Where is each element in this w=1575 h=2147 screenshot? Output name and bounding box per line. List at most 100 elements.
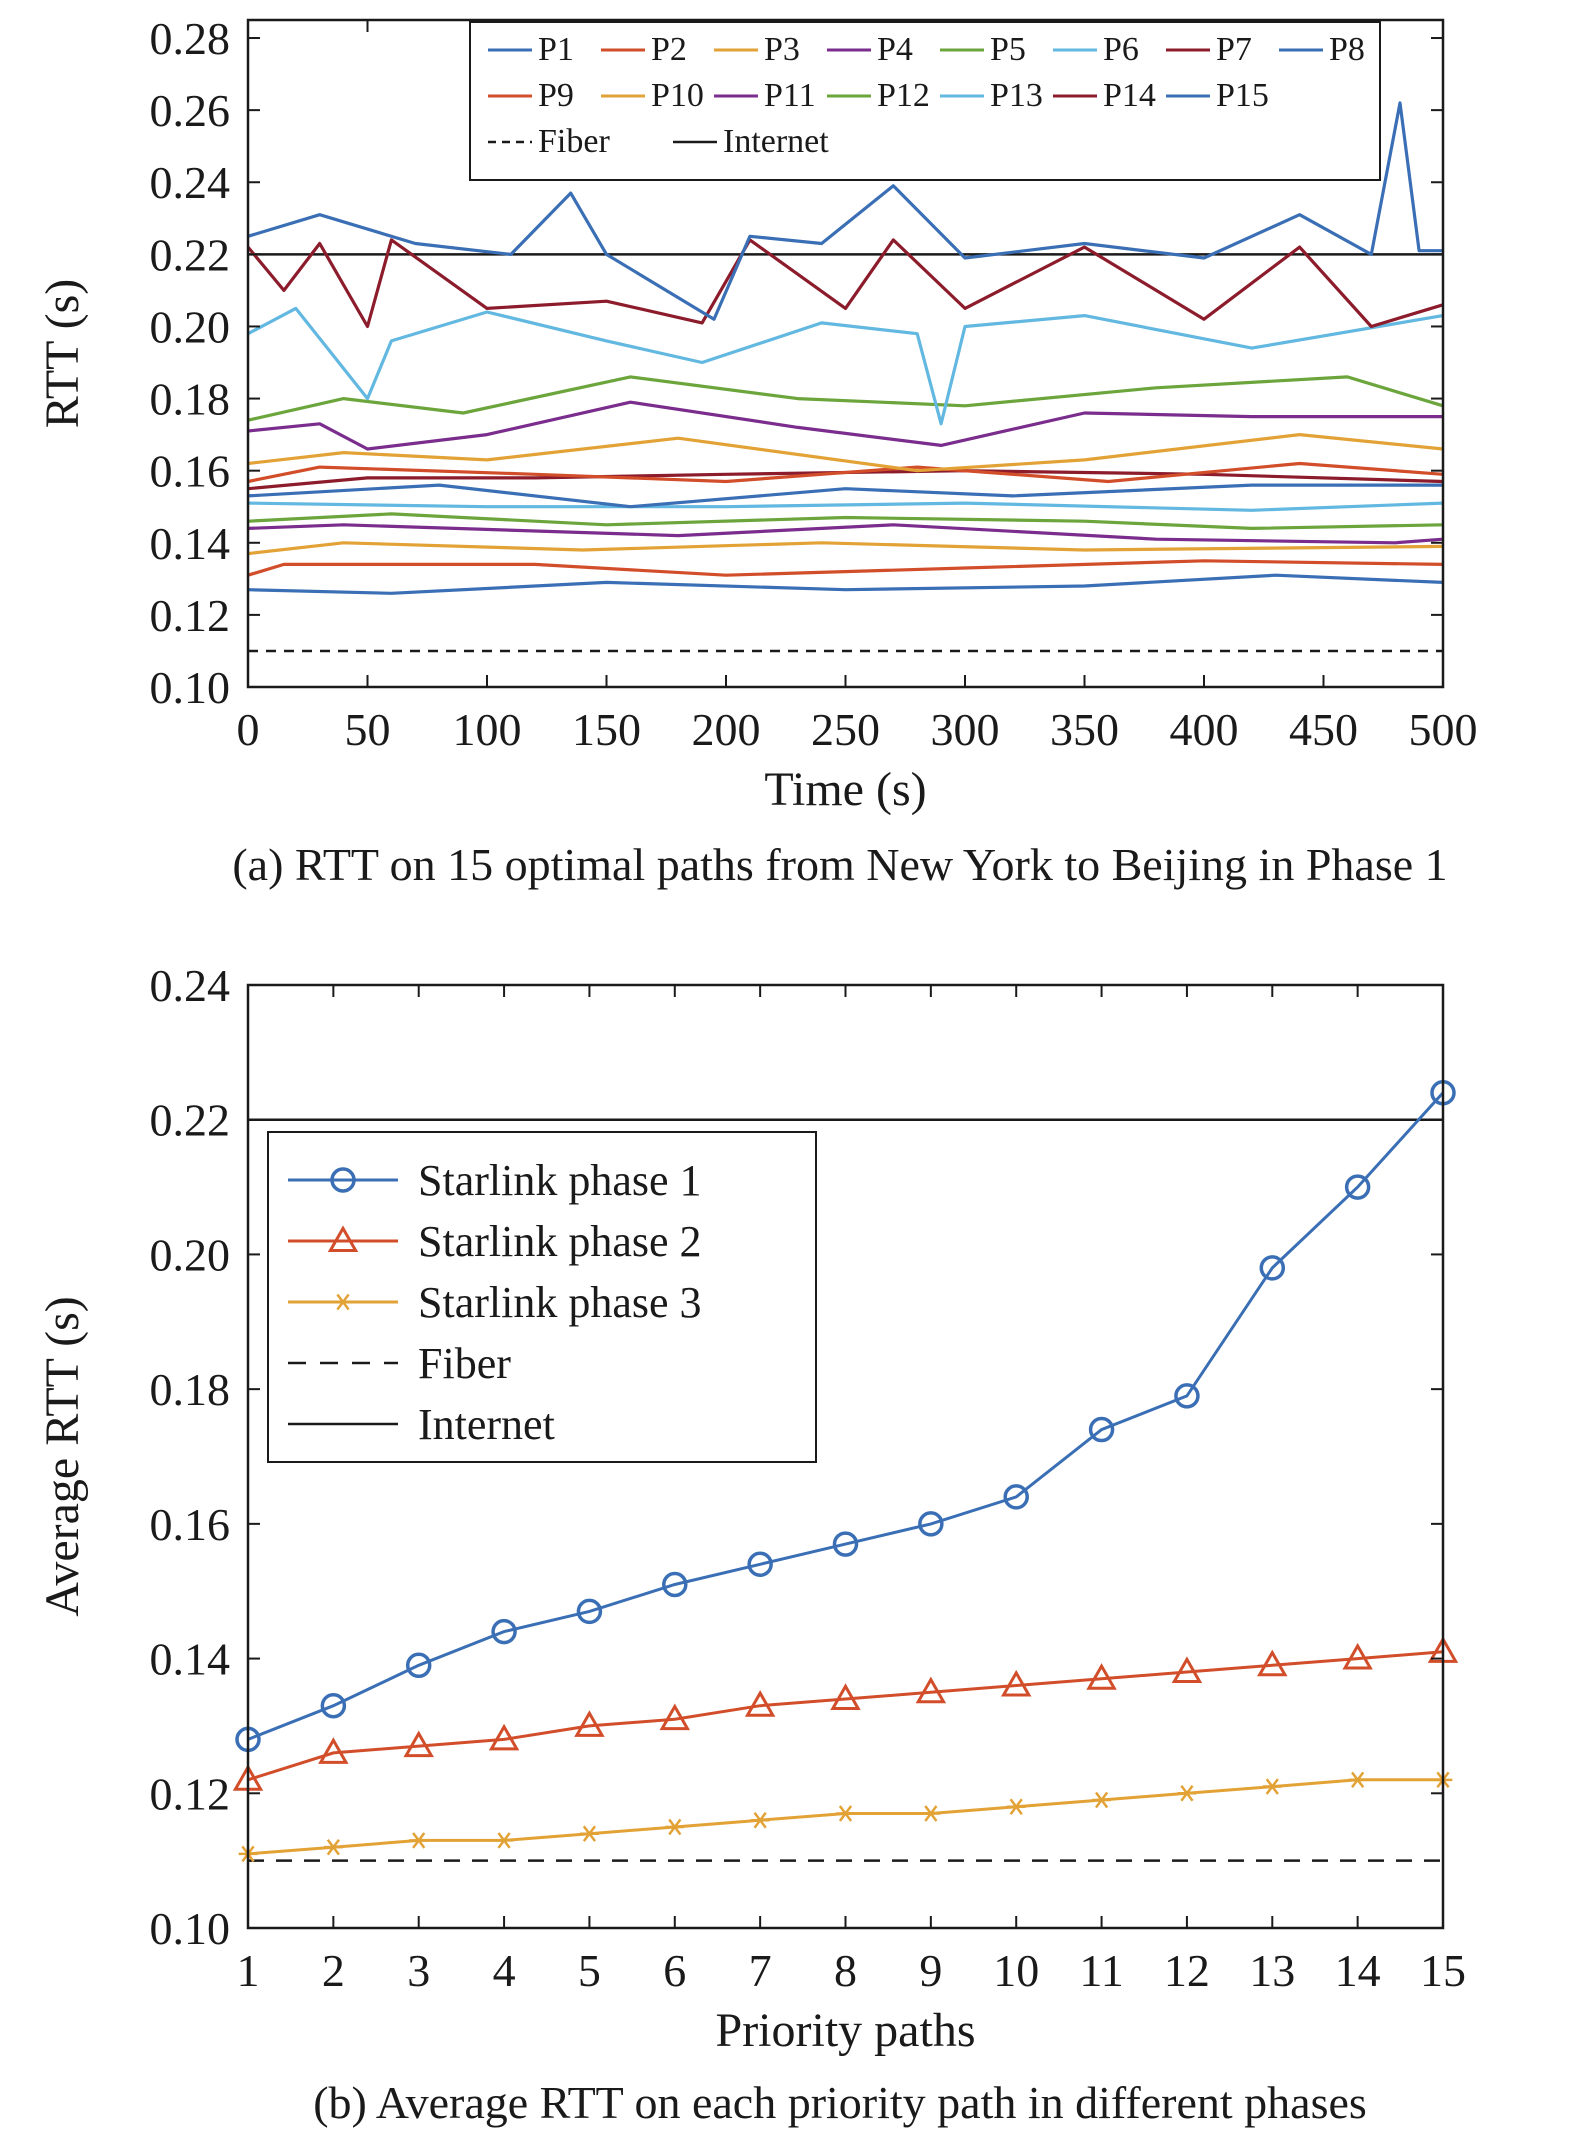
data-point-starlink-phase-1: [405, 1652, 432, 1679]
chart-b-average-rtt: 1 2 3 4 5 6 7 8 9 10 11 12 13 14 150.100.120.140.160.1…: [36, 960, 1466, 2128]
chart-b-axes: [248, 1118, 1443, 1862]
series-line-p9: [247, 461, 1444, 484]
data-point-starlink-phase-3-stroke: [1265, 1778, 1279, 1795]
y-tick-label: 0.10: [150, 662, 231, 713]
data-point-starlink-phase-3: [1348, 1771, 1367, 1789]
legend-label-p7: P7: [1216, 31, 1252, 68]
x-tick-label: 7: [749, 1945, 772, 1996]
legend-marker-starlink-phase-3-stroke: [336, 1293, 350, 1311]
data-point-starlink-phase-1: [320, 1692, 347, 1719]
chart-b-legend: Starlink phase 1 Starlink phase 2 Starlink…: [267, 1131, 817, 1463]
y-tick-label: 0.20: [150, 1229, 231, 1280]
y-tick-label: 0.12: [150, 590, 231, 641]
data-point-starlink-phase-3: [1177, 1785, 1197, 1802]
legend-label-p2: P2: [651, 31, 687, 68]
data-point-starlink-phase-2: [830, 1683, 861, 1710]
x-tick-label: 400: [1170, 704, 1239, 755]
data-point-starlink-phase-1: [576, 1598, 603, 1625]
y-tick-label: 0.28: [150, 13, 231, 64]
x-tick-label: 6: [663, 1945, 686, 1996]
chart-b-x-axis-label: Priority paths: [716, 2004, 976, 2057]
legend-marker-starlink-phase-3: [333, 1293, 353, 1311]
x-tick-label: 1: [237, 1945, 260, 1996]
data-point-starlink-phase-3: [494, 1832, 514, 1849]
y-tick-label: 0.16: [150, 446, 231, 497]
y-tick-label: 0.24: [150, 157, 231, 208]
chart-a-x-axis-label: Time (s): [764, 763, 926, 816]
data-point-starlink-phase-3-stroke: [1009, 1798, 1023, 1815]
x-tick-label: 2: [322, 1945, 345, 1996]
legend-label-p13: P13: [990, 77, 1043, 114]
x-tick-label: 250: [811, 704, 880, 755]
data-point-starlink-phase-2: [1171, 1656, 1203, 1684]
data-point-starlink-phase-2: [1000, 1669, 1032, 1697]
data-point-starlink-phase-1: [1174, 1383, 1200, 1409]
legend-label-p1: P1: [538, 31, 574, 68]
x-tick-label: 350: [1050, 704, 1119, 755]
series-line-p11: [247, 400, 1443, 451]
y-tick-label: 0.20: [150, 301, 231, 352]
legend-label-p11: P11: [764, 77, 816, 114]
series-line-p1: [247, 573, 1444, 595]
legend-marker-starlink-phase-1: [330, 1167, 356, 1193]
data-point-starlink-phase-2: [659, 1703, 691, 1731]
data-point-starlink-phase-1: [491, 1618, 517, 1645]
y-tick-label: 0.18: [150, 374, 231, 425]
x-tick-label: 3: [407, 1945, 430, 1996]
x-tick-label: 10: [993, 1945, 1039, 1996]
data-point-starlink-phase-3: [836, 1805, 855, 1822]
y-tick-label: 0.14: [150, 518, 231, 569]
legend-label-starlink-phase-3: Starlink phase 3: [418, 1278, 702, 1327]
x-tick-label: 0: [237, 704, 260, 755]
x-tick-label: 100: [453, 704, 522, 755]
chart-b-frame: [246, 983, 1445, 1930]
data-point-starlink-phase-3-stroke: [668, 1818, 682, 1836]
series-line-p5: [247, 512, 1444, 531]
x-tick-label: 300: [931, 704, 1000, 755]
data-point-starlink-phase-3: [409, 1832, 429, 1849]
legend-label-fiber: Fiber: [418, 1339, 511, 1388]
series-line-p7: [247, 469, 1444, 491]
legend-label-p12: P12: [877, 77, 930, 114]
x-tick-label: 150: [572, 704, 641, 755]
legend-label-internet: Internet: [418, 1400, 555, 1449]
x-tick-label: 9: [919, 1945, 942, 1996]
data-point-starlink-phase-3-stroke: [412, 1832, 426, 1849]
chart-a-y-axis-label: RTT (s): [36, 279, 89, 429]
data-point-starlink-phase-2: [318, 1737, 349, 1764]
data-point-starlink-phase-3-stroke: [753, 1811, 767, 1829]
data-point-starlink-phase-2: [403, 1730, 434, 1758]
legend-label-p4: P4: [877, 31, 913, 68]
series-line-starlink-phase-2: [247, 1650, 1444, 1782]
series-line-p12: [247, 375, 1444, 422]
x-tick-label: 50: [345, 704, 391, 755]
data-point-starlink-phase-3-stroke: [326, 1838, 340, 1856]
y-tick-label: 0.26: [150, 85, 231, 136]
chart-b-ticks: 1 2 3 4 5 6 7 8 9 10 11 12 13 14 150.100.120.140.160.1…: [150, 960, 1467, 1996]
data-point-starlink-phase-1: [662, 1571, 688, 1598]
data-point-starlink-phase-3-stroke: [497, 1832, 511, 1849]
data-point-starlink-phase-1: [1259, 1255, 1286, 1281]
chart-a-rtt-per-path: 0 50 100 150 200 250 300 350 400 450 500 0.10 0.12 0.…: [36, 13, 1478, 890]
y-tick-label: 0.18: [150, 1364, 231, 1415]
chart-b-series: [232, 1080, 1459, 1863]
data-point-starlink-phase-1: [918, 1511, 944, 1537]
series-line-p15: [247, 101, 1443, 321]
legend-label-p6: P6: [1103, 31, 1139, 68]
data-point-starlink-phase-3: [324, 1838, 343, 1856]
y-tick-label: 0.12: [150, 1768, 231, 1819]
data-point-starlink-phase-2: [1257, 1649, 1288, 1677]
data-point-starlink-phase-2: [574, 1710, 605, 1737]
data-point-starlink-phase-1: [1344, 1174, 1371, 1200]
legend-label-internet: Internet: [723, 123, 829, 160]
y-tick-label: 0.24: [150, 960, 231, 1011]
x-tick-label: 500: [1409, 704, 1478, 755]
legend-label-p15: P15: [1216, 77, 1269, 114]
data-point-starlink-phase-3: [1092, 1791, 1111, 1809]
legend-label-starlink-phase-2: Starlink phase 2: [418, 1217, 702, 1266]
data-point-starlink-phase-3-stroke: [1351, 1771, 1365, 1789]
legend-label-starlink-phase-1: Starlink phase 1: [418, 1156, 702, 1205]
data-point-starlink-phase-1: [747, 1551, 773, 1578]
series-line-p4: [247, 523, 1444, 545]
